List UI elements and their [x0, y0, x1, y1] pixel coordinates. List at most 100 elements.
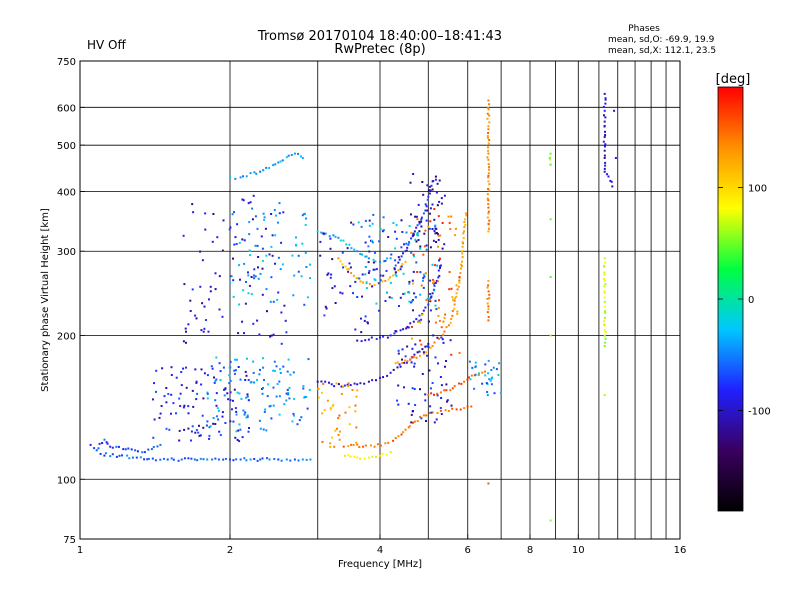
data-point [198, 424, 200, 427]
data-point [277, 458, 280, 461]
data-point [143, 458, 146, 461]
data-point [385, 453, 388, 456]
data-point [430, 184, 433, 187]
data-point [439, 267, 441, 269]
data-point [405, 231, 408, 234]
data-point [440, 326, 443, 329]
data-point [256, 378, 258, 381]
data-point [464, 212, 467, 215]
data-point [466, 378, 469, 381]
data-point [427, 303, 430, 306]
data-point [394, 271, 397, 274]
data-point [487, 188, 490, 191]
data-point [423, 275, 426, 278]
data-point [382, 376, 384, 379]
data-point [217, 409, 220, 412]
data-point [429, 298, 431, 301]
data-point [103, 454, 106, 457]
data-point [126, 454, 129, 457]
data-point [438, 179, 441, 182]
data-point [202, 458, 205, 461]
data-point [346, 383, 349, 386]
data-point [603, 136, 606, 138]
data-point [613, 109, 616, 112]
data-point [349, 384, 352, 387]
data-point [382, 216, 385, 219]
data-point [487, 163, 490, 166]
data-point [273, 369, 276, 372]
data-point [437, 245, 440, 248]
data-point [324, 232, 327, 235]
data-point [281, 159, 284, 162]
data-point [279, 160, 282, 163]
data-point [468, 376, 470, 379]
data-point [345, 243, 348, 246]
data-point [202, 330, 205, 333]
data-point [293, 274, 296, 277]
data-point [356, 443, 359, 446]
data-point [355, 277, 358, 280]
data-point [430, 295, 433, 298]
data-point [413, 255, 415, 258]
data-point [271, 254, 274, 257]
data-point [430, 392, 433, 395]
data-point [342, 445, 345, 448]
data-point [231, 408, 233, 411]
data-point [603, 285, 606, 288]
data-point [440, 384, 443, 387]
data-point [333, 385, 336, 388]
data-point [453, 299, 456, 302]
data-point [487, 359, 490, 362]
data-point [488, 121, 491, 124]
data-point [270, 276, 273, 279]
data-point [393, 332, 396, 335]
data-point [229, 226, 232, 229]
data-point [461, 256, 464, 259]
data-point [402, 431, 405, 434]
data-point [402, 328, 405, 331]
data-point [389, 451, 392, 454]
data-point [433, 230, 436, 232]
data-point [431, 263, 434, 266]
data-point [396, 366, 399, 369]
data-point [285, 399, 288, 402]
hv-status: HV Off [87, 38, 126, 52]
data-point [381, 452, 384, 455]
data-point [264, 408, 267, 411]
data-point [426, 297, 429, 300]
data-point [397, 384, 400, 387]
data-point [415, 240, 418, 243]
data-point [282, 365, 285, 368]
data-point [354, 404, 357, 407]
data-point [205, 319, 207, 321]
data-point [374, 251, 376, 254]
data-point [486, 135, 489, 138]
data-point [486, 286, 489, 289]
data-point [238, 423, 241, 426]
data-point [602, 140, 605, 143]
data-point [358, 277, 361, 280]
data-point [428, 192, 431, 195]
data-point [408, 225, 411, 228]
data-point [308, 388, 311, 391]
data-point [413, 292, 416, 295]
data-point [411, 300, 414, 303]
data-point [363, 457, 366, 460]
data-point [334, 302, 337, 304]
data-point [296, 423, 299, 426]
data-point [428, 411, 431, 414]
data-point [364, 315, 367, 318]
data-point [411, 299, 414, 301]
data-point [187, 427, 190, 430]
data-point [279, 268, 282, 271]
data-point [303, 303, 306, 306]
data-point [328, 235, 331, 238]
data-point [361, 253, 364, 256]
data-point [603, 149, 606, 152]
data-point [327, 272, 330, 275]
data-point [183, 283, 186, 286]
data-point [190, 439, 192, 442]
data-point [425, 219, 428, 222]
data-point [304, 395, 307, 398]
data-point [234, 407, 237, 410]
